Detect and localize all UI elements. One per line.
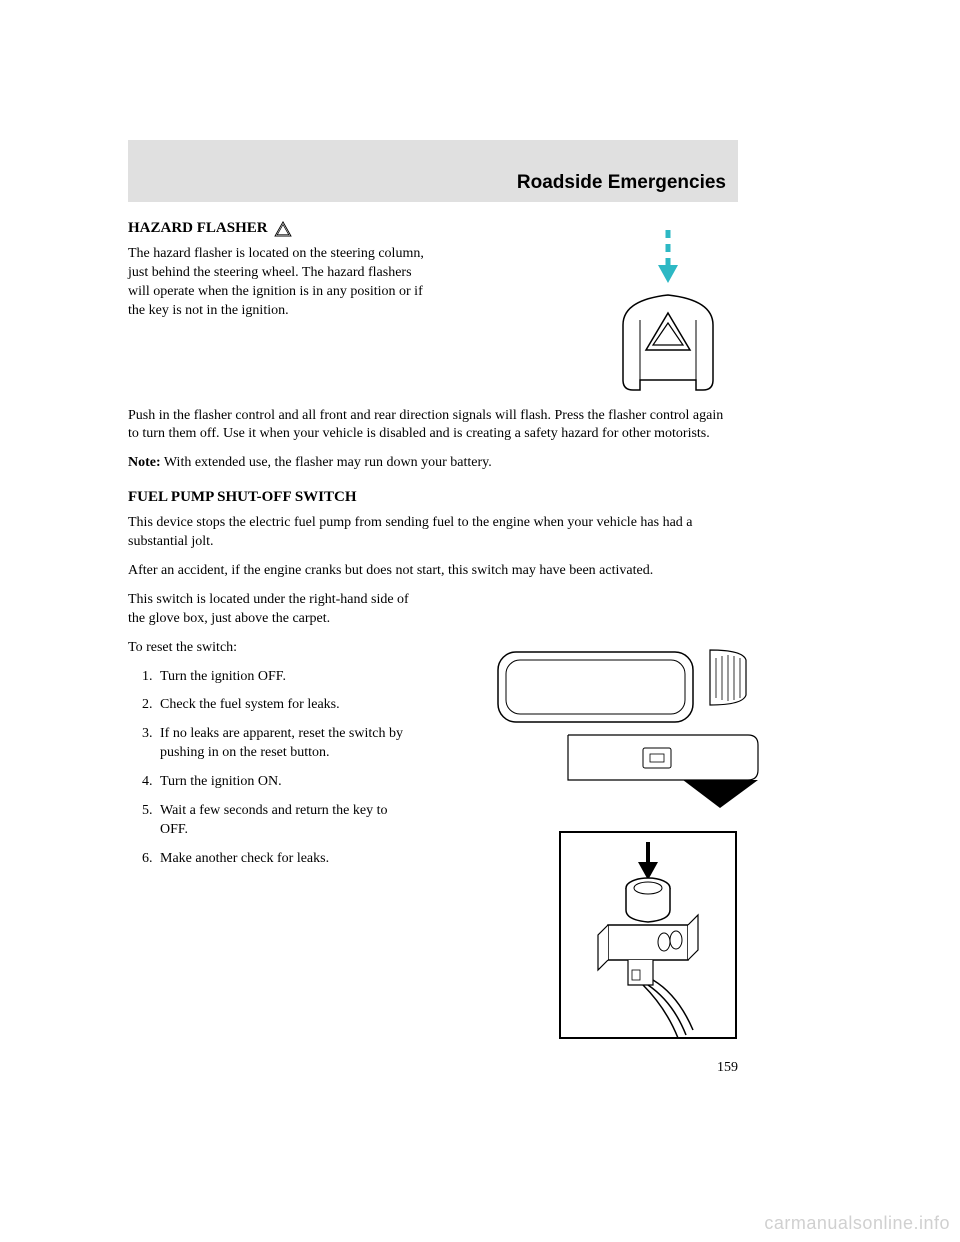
reset-intro: To reset the switch:	[128, 639, 428, 658]
page-header-title: Roadside Emergencies	[517, 172, 726, 194]
watermark-text: carmanualsonline.info	[764, 1213, 950, 1234]
glovebox-figure	[488, 640, 768, 810]
reset-step-4: Turn the ignition ON.	[142, 773, 412, 792]
warning-triangle-icon	[274, 221, 292, 237]
fuel-para-2: After an accident, if the engine cranks …	[128, 562, 738, 581]
note-label: Note:	[128, 455, 161, 470]
fuel-pump-heading: FUEL PUMP SHUT-OFF SWITCH	[128, 489, 738, 506]
fuel-para-3: This switch is located under the right-h…	[128, 591, 428, 629]
hazard-note: Note: With extended use, the flasher may…	[128, 454, 738, 473]
hazard-button-figure	[578, 225, 758, 405]
reset-step-3: If no leaks are apparent, reset the swit…	[142, 725, 412, 763]
note-text: With extended use, the flasher may run d…	[161, 455, 492, 470]
manual-page: Roadside Emergencies HAZARD FLASHER The …	[128, 140, 738, 879]
header-bar: Roadside Emergencies	[128, 140, 738, 202]
page-number: 159	[717, 1060, 738, 1076]
switch-detail-figure	[558, 830, 738, 1040]
hazard-heading-text: HAZARD FLASHER	[128, 220, 268, 237]
reset-step-6: Make another check for leaks.	[142, 850, 412, 869]
reset-step-1: Turn the ignition OFF.	[142, 668, 412, 687]
fuel-para-1: This device stops the electric fuel pump…	[128, 514, 738, 552]
reset-step-2: Check the fuel system for leaks.	[142, 696, 412, 715]
reset-step-5: Wait a few seconds and return the key to…	[142, 802, 412, 840]
fuel-pump-heading-text: FUEL PUMP SHUT-OFF SWITCH	[128, 489, 357, 506]
